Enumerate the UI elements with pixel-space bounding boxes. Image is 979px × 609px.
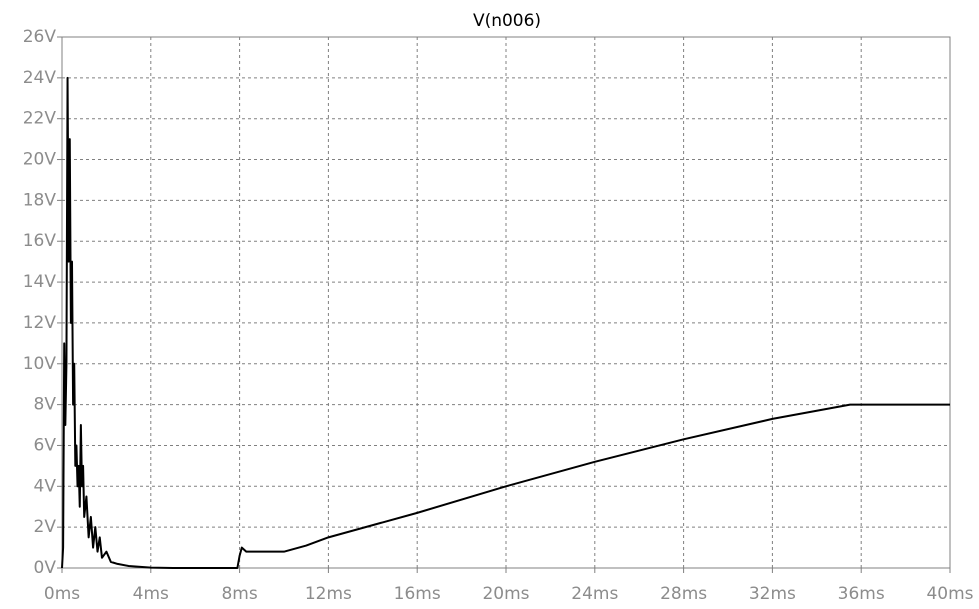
- plot-frame: [61, 36, 951, 569]
- y-tick-label: 22V: [23, 109, 57, 129]
- x-tick-label: 32ms: [749, 584, 796, 604]
- y-tick-label: 2V: [34, 517, 57, 537]
- y-tick-label: 0V: [34, 558, 57, 578]
- x-tick-label: 24ms: [571, 584, 618, 604]
- x-tick-label: 16ms: [394, 584, 441, 604]
- y-tick-label: 6V: [34, 435, 57, 455]
- trace: [61, 76, 950, 569]
- x-tick-label: 28ms: [660, 584, 707, 604]
- x-tick-label: 12ms: [305, 584, 352, 604]
- y-tick-label: 8V: [34, 395, 57, 415]
- x-tick-label: 4ms: [133, 584, 169, 604]
- x-tick-label: 40ms: [926, 584, 973, 604]
- x-tick-label: 8ms: [221, 584, 257, 604]
- y-tick-label: 26V: [23, 27, 57, 47]
- y-tick-label: 18V: [23, 190, 57, 210]
- y-tick-label: 20V: [23, 150, 57, 170]
- x-tick-label: 0ms: [44, 584, 80, 604]
- y-tick-label: 16V: [23, 231, 57, 251]
- x-tick-label: 36ms: [838, 584, 885, 604]
- y-tick-label: 10V: [23, 354, 57, 374]
- y-tick-label: 12V: [23, 313, 57, 333]
- y-tick-label: 24V: [23, 68, 57, 88]
- y-tick-label: 4V: [34, 476, 57, 496]
- chart-title: V(n006): [473, 11, 541, 31]
- y-tick-label: 14V: [23, 272, 57, 292]
- x-tick-label: 20ms: [482, 584, 529, 604]
